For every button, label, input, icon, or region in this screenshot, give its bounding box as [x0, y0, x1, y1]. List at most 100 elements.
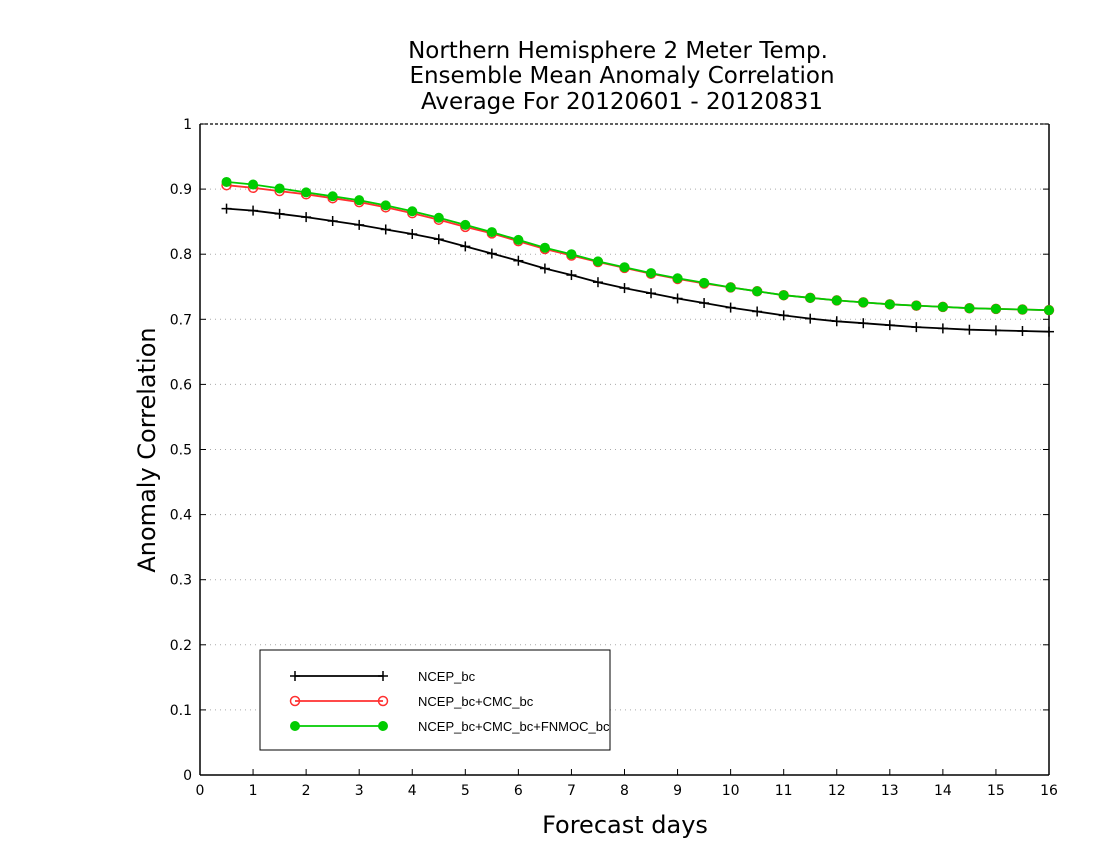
- series-0-point-5: [354, 219, 365, 230]
- series-2-point-29: [990, 303, 1001, 314]
- x-tick-label-14: 14: [934, 783, 952, 799]
- y-tick-label-7: 0.7: [170, 312, 192, 328]
- series-2-point-6: [380, 200, 391, 211]
- series-0-point-13: [566, 270, 577, 281]
- series-2-point-20: [752, 286, 763, 297]
- series-2-point-28: [964, 303, 975, 314]
- y-tick-label-3: 0.3: [170, 573, 192, 589]
- series-2-point-4: [327, 191, 338, 202]
- legend-marker-start-2: [290, 721, 300, 731]
- legend-label-2: NCEP_bc+CMC_bc+FNMOC_bc: [418, 719, 610, 734]
- series-layer: [221, 176, 1055, 337]
- x-axis-label: Forecast days: [542, 811, 708, 839]
- y-axis-label: Anomaly Correlation: [133, 327, 161, 572]
- series-2-point-25: [884, 299, 895, 310]
- y-tick-label-8: 0.8: [170, 247, 192, 263]
- x-tick-label-6: 6: [514, 783, 523, 799]
- y-tick-label-1: 0.1: [170, 703, 192, 719]
- series-0-point-23: [831, 316, 842, 327]
- x-tick-label-16: 16: [1040, 783, 1058, 799]
- series-2-point-15: [619, 262, 630, 273]
- series-2-point-14: [592, 256, 603, 267]
- series-0-point-10: [486, 248, 497, 259]
- series-0-point-0: [221, 203, 232, 214]
- series-2-point-31: [1044, 305, 1054, 316]
- series-2-point-13: [566, 249, 577, 260]
- series-0-point-20: [752, 306, 763, 317]
- legend-label-1: NCEP_bc+CMC_bc: [418, 694, 534, 709]
- series-2-point-5: [354, 195, 365, 206]
- series-2-point-27: [937, 301, 948, 312]
- x-tick-label-2: 2: [302, 783, 311, 799]
- legend-marker-end-2: [378, 721, 388, 731]
- series-2-point-16: [646, 268, 657, 279]
- series-2-point-10: [486, 227, 497, 238]
- x-tick-label-4: 4: [408, 783, 417, 799]
- series-0-point-14: [592, 277, 603, 288]
- series-2-point-18: [699, 277, 710, 288]
- y-tick-label-9: 0.9: [170, 182, 192, 198]
- chart-title-line-3: Average For 20120601 - 20120831: [421, 89, 823, 115]
- series-0-point-27: [937, 323, 948, 334]
- series-2-point-11: [513, 234, 524, 245]
- x-tick-label-7: 7: [567, 783, 576, 799]
- series-0-point-4: [327, 215, 338, 226]
- x-tick-label-1: 1: [249, 783, 258, 799]
- series-2-point-23: [831, 295, 842, 306]
- x-tick-label-12: 12: [828, 783, 846, 799]
- series-0-point-7: [407, 229, 418, 240]
- series-0-point-21: [778, 310, 789, 321]
- series-2-point-24: [858, 297, 869, 308]
- series-2-point-8: [433, 212, 444, 223]
- x-tick-label-10: 10: [722, 783, 740, 799]
- series-0-point-12: [539, 263, 550, 274]
- legend-item-0: NCEP_bc: [290, 669, 476, 684]
- series-0-point-9: [460, 241, 471, 252]
- series-2-point-3: [301, 187, 312, 198]
- series-0-point-28: [964, 324, 975, 335]
- legend-marker-start-1: [289, 695, 301, 707]
- series-0-point-18: [699, 298, 710, 309]
- y-tick-label-10: 1: [183, 117, 192, 133]
- series-2-point-17: [672, 273, 683, 284]
- series-0-point-2: [274, 208, 285, 219]
- legend: NCEP_bc NCEP_bc+CMC_bc NCEP_bc+CMC_bc+FNMO…: [259, 649, 611, 751]
- x-tick-label-13: 13: [881, 783, 899, 799]
- x-tick-label-9: 9: [673, 783, 682, 799]
- series-2-point-12: [539, 242, 550, 253]
- series-0-point-30: [1017, 326, 1028, 337]
- y-tick-label-6: 0.6: [170, 377, 192, 393]
- legend-item-2: NCEP_bc+CMC_bc+FNMOC_bc: [290, 719, 610, 734]
- series-0-point-6: [380, 224, 391, 235]
- legend-box: [259, 649, 611, 751]
- series-2-point-21: [778, 290, 789, 301]
- series-2-point-1: [248, 179, 259, 190]
- series-0-point-17: [672, 293, 683, 304]
- series-0-point-19: [725, 302, 736, 313]
- tick-marks: 00.10.20.30.40.50.60.70.80.910 1 2 3 4 5 6 7 8 9 1…: [170, 117, 1058, 799]
- series-0-point-1: [248, 205, 259, 216]
- y-tick-label-4: 0.4: [170, 508, 192, 524]
- x-tick-label-15: 15: [987, 783, 1005, 799]
- x-tick-label-3: 3: [355, 783, 364, 799]
- y-tick-label-0: 0: [183, 768, 192, 784]
- series-2-point-9: [460, 219, 471, 230]
- series-2-point-22: [805, 292, 816, 303]
- series-0-point-8: [433, 234, 444, 245]
- x-tick-label-5: 5: [461, 783, 470, 799]
- series-2-point-26: [911, 300, 922, 311]
- series-0-point-22: [805, 313, 816, 324]
- series-0-point-15: [619, 283, 630, 294]
- y-tick-label-2: 0.2: [170, 638, 192, 654]
- series-0-point-11: [513, 255, 524, 266]
- legend-label-0: NCEP_bc: [418, 669, 476, 684]
- legend-marker-start-0: [290, 671, 300, 681]
- series-0-point-3: [301, 212, 312, 223]
- x-tick-label-0: 0: [196, 783, 205, 799]
- series-2-point-30: [1017, 304, 1028, 315]
- series-0-point-31: [1044, 326, 1054, 337]
- series-0-point-24: [858, 318, 869, 329]
- chart-title-line-2: Ensemble Mean Anomaly Correlation: [409, 63, 834, 89]
- x-tick-label-11: 11: [775, 783, 793, 799]
